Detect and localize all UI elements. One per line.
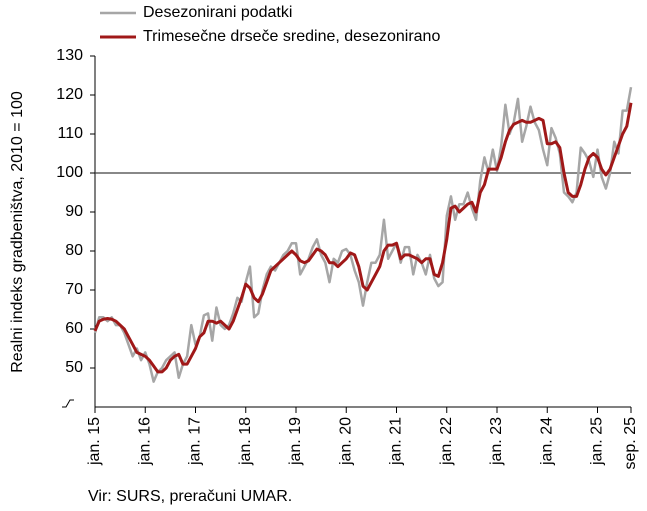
y-tick-label: 90 [65,203,83,220]
x-tick-label: jan. 17 [187,417,204,466]
legend-label: Desezonirani podatki [143,4,292,21]
source-note: Vir: SURS, preračuni UMAR. [88,488,292,505]
legend-label: Trimesečne drseče sredine, desezonirano [143,28,440,45]
x-tick-label: jan. 20 [337,417,354,466]
x-tick-label: jan. 18 [237,417,254,466]
x-tick-label: sep. 25 [622,417,639,470]
y-tick-label: 130 [56,47,83,64]
x-tick-label: jan. 25 [589,417,606,466]
x-tick-label: jan. 24 [538,417,555,466]
x-tick-label: jan. 15 [86,417,103,466]
y-tick-label: 50 [65,359,83,376]
x-tick-label: jan. 22 [438,417,455,466]
axis-break [62,399,74,408]
x-tick-label: jan. 21 [388,417,405,466]
y-tick-label: 70 [65,281,83,298]
x-tick-label: jan. 19 [287,417,304,466]
x-tick-label: jan. 16 [136,417,153,466]
y-tick-label: 80 [65,242,83,259]
series-line [93,86,633,383]
series-line [93,102,633,374]
x-tick-label: jan. 23 [488,417,505,466]
y-tick-label: 100 [56,164,83,181]
y-tick-label: 110 [57,125,83,142]
y-axis-label: Realni indeks gradbeništva, 2010 = 100 [9,91,26,373]
y-tick-label: 120 [56,86,83,103]
y-tick-label: 60 [65,320,83,337]
